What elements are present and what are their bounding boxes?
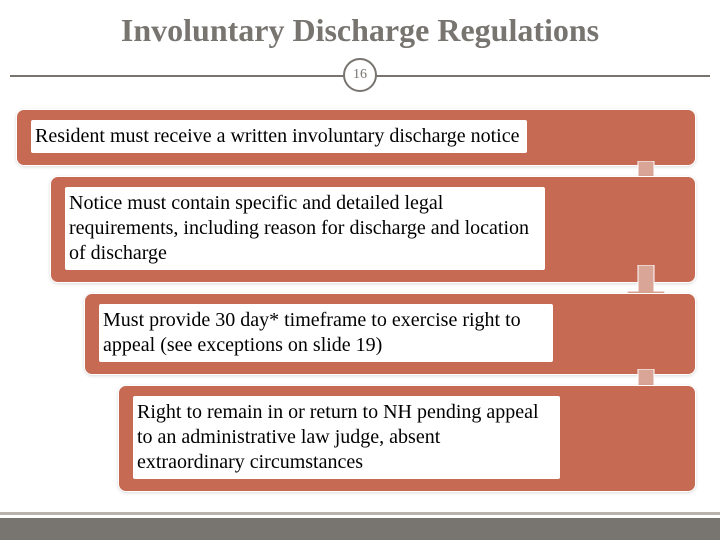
step-text-4: Right to remain in or return to NH pendi…: [133, 396, 560, 479]
page-number-badge: 16: [343, 58, 377, 92]
step-box-2: Notice must contain specific and detaile…: [50, 176, 696, 283]
slide: Involuntary Discharge Regulations 16 Res…: [0, 0, 720, 540]
content-boxes: Resident must receive a written involunt…: [10, 109, 710, 492]
step-box-4: Right to remain in or return to NH pendi…: [118, 385, 696, 492]
step-text-1: Resident must receive a written involunt…: [31, 120, 527, 153]
footer-bar: [0, 518, 720, 540]
page-title: Involuntary Discharge Regulations: [10, 12, 710, 49]
step-text-3: Must provide 30 day* timeframe to exerci…: [99, 304, 553, 362]
step-box-1: Resident must receive a written involunt…: [16, 109, 696, 166]
step-box-3: Must provide 30 day* timeframe to exerci…: [84, 293, 696, 375]
step-text-2: Notice must contain specific and detaile…: [65, 187, 545, 270]
divider: 16: [10, 55, 710, 95]
